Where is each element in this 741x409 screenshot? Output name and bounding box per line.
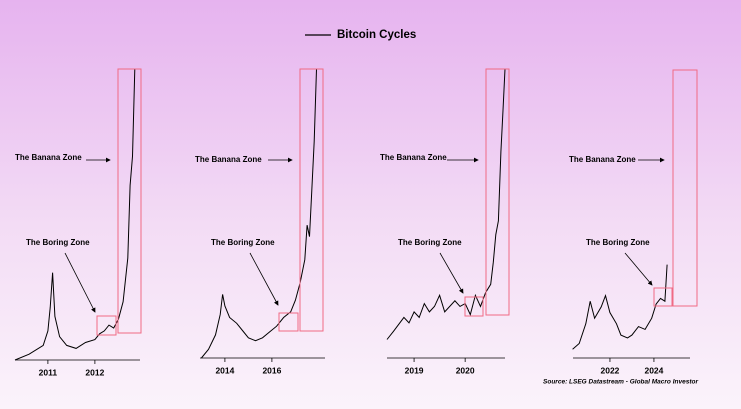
boring-zone-box (464, 296, 484, 317)
annotation: The Boring Zone (211, 238, 275, 247)
banana-zone-box (485, 68, 510, 316)
annotation: The Banana Zone (569, 155, 636, 164)
price-line (386, 68, 506, 340)
annotation: The Banana Zone (15, 153, 82, 162)
x-tick-label: 2011 (39, 367, 58, 377)
price-line (201, 68, 317, 359)
x-tick-label: 2019 (405, 365, 424, 375)
price-line (14, 68, 136, 361)
boring-zone-box (653, 287, 673, 307)
banana-zone-box (117, 68, 142, 334)
boring-zone-box (278, 312, 299, 332)
annotation: The Boring Zone (26, 238, 90, 247)
x-tick-label: 2024 (644, 365, 663, 375)
x-tick-label: 2016 (262, 365, 281, 375)
annotation-arrow (624, 252, 653, 286)
source-note: Source: LSEG Datastream - Global Macro I… (543, 379, 698, 386)
annotation: The Boring Zone (586, 238, 650, 247)
annotation-arrow (249, 252, 279, 306)
annotation: The Banana Zone (195, 155, 262, 164)
annotation: The Banana Zone (380, 153, 447, 162)
x-tick-label: 2020 (456, 365, 475, 375)
banana-zone-box (672, 69, 698, 307)
boring-zone-box (96, 315, 117, 336)
x-tick-label: 2014 (215, 365, 234, 375)
annotation-arrow (439, 252, 464, 294)
x-tick-label: 2022 (600, 365, 619, 375)
legend-label: Bitcoin Cycles (337, 29, 416, 41)
banana-zone-box (299, 68, 324, 332)
price-line (572, 264, 668, 350)
annotation-arrow (64, 252, 96, 313)
x-tick-label: 2012 (85, 367, 104, 377)
annotation: The Boring Zone (398, 238, 462, 247)
